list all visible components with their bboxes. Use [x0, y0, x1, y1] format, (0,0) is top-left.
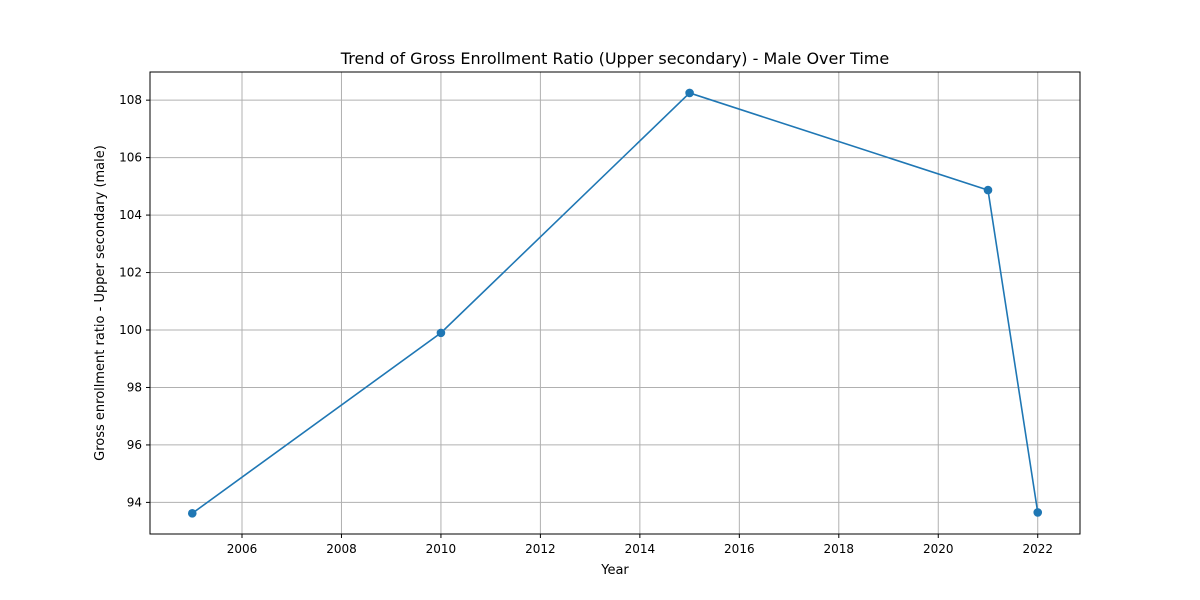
- x-tick-label: 2022: [1022, 542, 1053, 556]
- x-tick-label: 2020: [923, 542, 954, 556]
- y-tick-label: 100: [119, 323, 142, 337]
- x-tick-label: 2016: [724, 542, 755, 556]
- x-tick-label: 2018: [824, 542, 855, 556]
- data-point: [1033, 508, 1043, 517]
- x-tick-label: 2006: [227, 542, 258, 556]
- grid: [150, 72, 1080, 534]
- x-tick-label: 2012: [525, 542, 556, 556]
- data-point: [187, 509, 197, 518]
- y-tick-label: 96: [127, 438, 142, 452]
- x-tick-label: 2008: [326, 542, 357, 556]
- series-group: [187, 88, 1043, 518]
- x-tick-label: 2014: [625, 542, 656, 556]
- y-tick-label: 98: [127, 380, 142, 394]
- x-tick-label: 2010: [426, 542, 457, 556]
- x-axis-label: Year: [600, 563, 629, 578]
- series-line: [191, 92, 1039, 514]
- y-axis-label: Gross enrollment ratio - Upper secondary…: [93, 145, 108, 461]
- chart-title: Trend of Gross Enrollment Ratio (Upper s…: [340, 49, 889, 68]
- y-tick-label: 108: [119, 93, 142, 107]
- data-point: [685, 88, 694, 98]
- data-point: [983, 185, 993, 195]
- ticks: 2006 2008 2010 2012 2014 2016 2018 2020 2022 94 96…: [119, 93, 1053, 556]
- plot-frame: [149, 71, 1081, 535]
- y-tick-label: 104: [119, 208, 142, 222]
- y-tick-label: 106: [119, 151, 142, 165]
- data-point: [436, 328, 446, 338]
- y-tick-label: 94: [127, 495, 142, 509]
- y-tick-label: 102: [119, 266, 142, 280]
